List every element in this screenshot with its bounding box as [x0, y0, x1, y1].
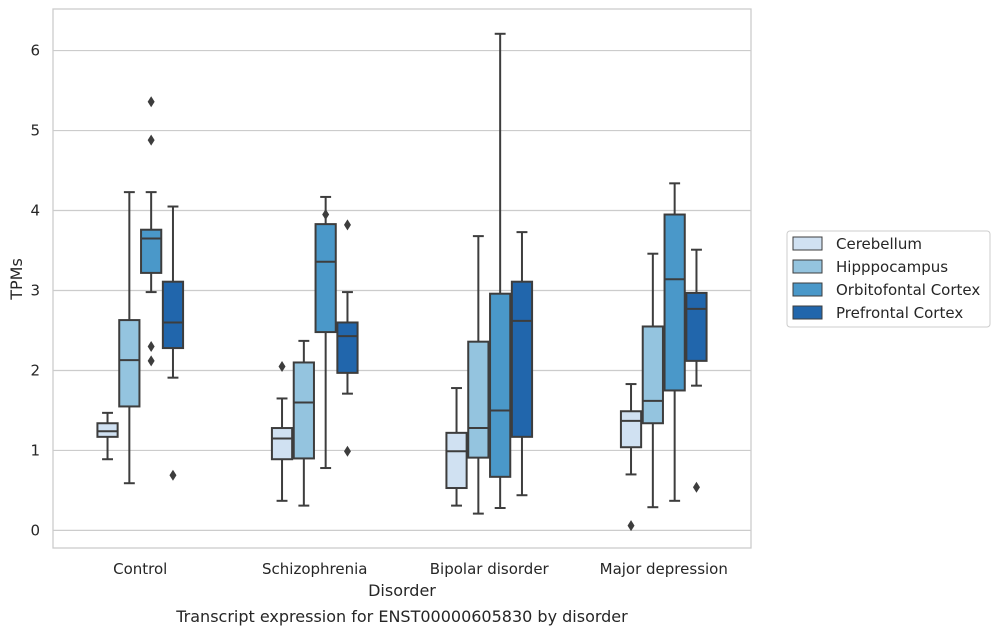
outlier-point: [147, 96, 155, 108]
outlier-point: [147, 340, 155, 352]
legend-swatch: [792, 259, 823, 274]
outlier-point: [627, 520, 635, 532]
chart-caption: Transcript expression for ENST0000060583…: [175, 607, 628, 626]
box-group: [641, 252, 664, 509]
legend-label: Hipppocampus: [836, 258, 948, 276]
box-group: [118, 191, 141, 485]
legend-swatch: [792, 236, 823, 251]
y-tick-label: 1: [30, 441, 40, 459]
box-group: [140, 96, 163, 367]
box: [641, 325, 664, 425]
y-axis-ticks: 0 1 2 3 4 5 6: [30, 42, 40, 540]
box-group: [336, 219, 359, 457]
box-group: [510, 231, 534, 497]
x-axis-title: Disorder: [368, 581, 436, 600]
box-group: [467, 235, 490, 515]
outlier-point: [147, 134, 155, 146]
box: [292, 361, 315, 460]
y-tick-label: 3: [30, 281, 40, 299]
outlier-point: [169, 469, 177, 481]
x-tick-label: Schizophrenia: [262, 560, 367, 578]
gridlines: [53, 49, 751, 532]
outlier-point: [278, 360, 286, 372]
legend-label: Prefrontal Cortex: [836, 304, 963, 322]
outlier-point: [343, 445, 351, 457]
plot-area: [96, 32, 708, 532]
box: [140, 228, 163, 274]
outlier-point: [692, 481, 700, 493]
box: [510, 280, 534, 438]
x-tick-label: Control: [113, 560, 167, 578]
y-tick-label: 4: [30, 202, 40, 220]
box: [445, 431, 468, 490]
legend-frame: [786, 230, 991, 328]
plot-frame: [52, 8, 752, 549]
y-tick-label: 2: [30, 361, 40, 379]
y-tick-label: 5: [30, 122, 40, 140]
box-group: [619, 383, 643, 532]
legend: Cerebellum Hipppocampus Orbitofontal Corte…: [786, 230, 991, 328]
box-group: [270, 360, 294, 502]
x-tick-label: Major depression: [600, 560, 728, 578]
box-group: [314, 195, 337, 470]
box-group: [96, 411, 119, 461]
outlier-point: [322, 209, 330, 221]
box-group: [663, 182, 686, 502]
box: [314, 223, 337, 334]
x-tick-label: Bipolar disorder: [430, 560, 550, 578]
box: [118, 319, 141, 408]
y-axis-title: TPMs: [7, 258, 26, 301]
box-group: [685, 248, 708, 493]
legend-label: Cerebellum: [836, 235, 922, 253]
x-axis-ticks: Control Schizophrenia Bipolar disorder Majo…: [113, 560, 728, 578]
box: [161, 280, 185, 350]
box: [336, 321, 359, 374]
box: [663, 213, 686, 392]
box-group: [161, 205, 185, 481]
box: [270, 427, 294, 461]
outlier-point: [343, 219, 351, 231]
box: [467, 340, 490, 459]
box: [489, 292, 512, 478]
legend-swatch: [792, 305, 823, 320]
legend-swatch: [792, 282, 823, 297]
y-tick-label: 0: [30, 521, 40, 539]
box: [96, 422, 119, 438]
box: [619, 410, 643, 449]
box-group: [292, 339, 315, 507]
y-tick-label: 6: [30, 42, 40, 60]
box: [685, 291, 708, 362]
box-group: [445, 387, 468, 507]
outlier-point: [147, 355, 155, 367]
box-group: [489, 32, 512, 510]
legend-label: Orbitofontal Cortex: [836, 281, 980, 299]
